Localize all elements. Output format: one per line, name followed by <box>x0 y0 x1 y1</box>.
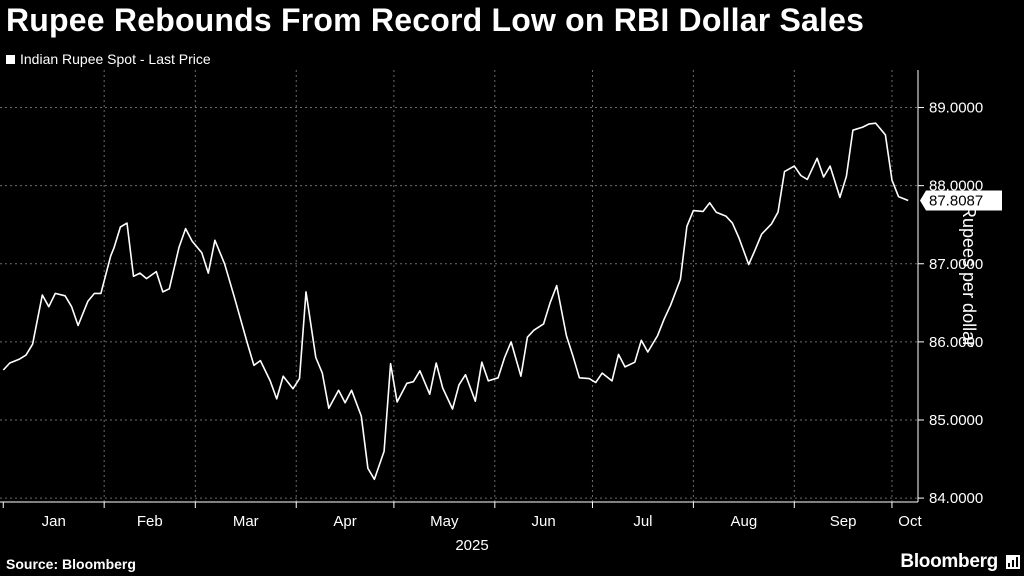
x-tick-label: Aug <box>730 513 757 530</box>
y-tick-label: 87.0000 <box>929 256 983 273</box>
y-tick-label: 84.0000 <box>929 490 983 507</box>
legend-swatch <box>6 54 15 64</box>
x-tick-label: May <box>430 513 459 530</box>
series-line <box>2 122 909 481</box>
chart-title: Rupee Rebounds From Record Low on RBI Do… <box>6 2 865 38</box>
x-tick-label: Jul <box>633 513 652 530</box>
x-tick-label: Jan <box>42 513 66 530</box>
x-tick-label: Sep <box>830 513 857 530</box>
y-tick-label: 86.0000 <box>929 334 983 351</box>
x-tick-label: Oct <box>898 513 922 530</box>
legend-label: Indian Rupee Spot - Last Price <box>20 51 211 67</box>
y-axis-label: Rupees per dollar <box>959 205 979 348</box>
source-note: Source: Bloomberg <box>6 556 136 572</box>
x-tick-label: Apr <box>333 513 356 530</box>
x-tick-label: Feb <box>137 513 163 530</box>
last-value-box <box>920 190 1002 211</box>
x-tick-label: Mar <box>233 513 259 530</box>
bloomberg-terminal-icon <box>1006 555 1020 569</box>
brand-logo-text: Bloomberg <box>900 551 998 572</box>
last-value-callout: 87.8087 <box>920 190 1002 211</box>
y-tick-label: 88.0000 <box>929 178 983 195</box>
y-tick-label: 89.0000 <box>929 100 983 117</box>
y-tick-label: 85.0000 <box>929 412 983 429</box>
last-value-label: 87.8087 <box>929 192 983 209</box>
chart-legend: Indian Rupee Spot - Last Price <box>6 51 211 67</box>
x-year-label: 2025 <box>455 537 488 554</box>
x-tick-label: Jun <box>532 513 556 530</box>
